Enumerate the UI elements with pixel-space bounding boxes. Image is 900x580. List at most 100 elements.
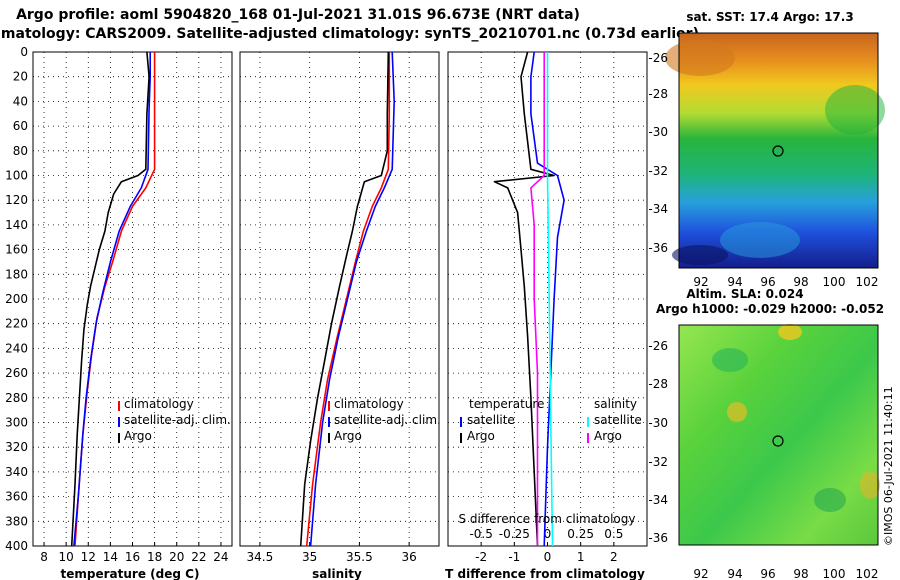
- sla-map-title: Altim. SLA: 0.024: [686, 287, 803, 301]
- s-diff-tick-label: 0.25: [567, 527, 594, 541]
- sst-green-patch: [825, 85, 885, 135]
- x-tick-label: 0: [544, 550, 552, 564]
- depth-tick-label: 0: [20, 45, 28, 59]
- x-tick-label: 8: [40, 550, 48, 564]
- depth-tick-label: 60: [13, 119, 28, 133]
- depth-tick-label: 120: [5, 193, 28, 207]
- lat-tick: -36: [648, 531, 668, 545]
- sla-map-frame: [678, 324, 879, 546]
- series-line-satellite-adj-clim-: [309, 51, 396, 547]
- sla-yellow-patch: [778, 324, 802, 340]
- lat-tick: -28: [648, 377, 668, 391]
- s-diff-tick-label: -0.25: [499, 527, 530, 541]
- sla-yellow-patch: [727, 402, 747, 422]
- figure-title-line2: Climatology: CARS2009. Satellite-adjuste…: [0, 26, 699, 42]
- lon-tick: 96: [760, 567, 775, 580]
- x-tick-label: 18: [147, 550, 162, 564]
- lon-tick: 98: [793, 567, 808, 580]
- series-line-satellite-adj-clim-: [73, 52, 151, 547]
- sst-map: [665, 32, 885, 269]
- x-tick-label: 35.5: [346, 550, 373, 564]
- lon-tick: 92: [693, 275, 708, 289]
- series-line-argo: [70, 51, 150, 547]
- lon-tick: 94: [727, 275, 742, 289]
- figure-title-line1: Argo profile: aoml 5904820_168 01-Jul-20…: [16, 7, 580, 23]
- legend-salinity-heading: salinity: [594, 397, 637, 411]
- argo-location-marker: [772, 145, 784, 157]
- lat-tick: -26: [648, 51, 668, 65]
- lat-tick: -34: [648, 202, 668, 216]
- legend-argo-label: Argo: [334, 429, 362, 443]
- depth-tick-label: 100: [5, 169, 28, 183]
- lon-tick: 92: [693, 567, 708, 580]
- x-tick-label: 2: [610, 550, 618, 564]
- s-diff-tick-label: 0: [544, 527, 552, 541]
- legend-satellite-label: satellite-adj. clim.: [124, 413, 231, 427]
- depth-tick-label: 260: [5, 366, 28, 380]
- x-tick-label: 12: [81, 550, 96, 564]
- temperature-panel: 8 10 12 14 16 18 20 22 24: [33, 51, 232, 564]
- depth-tick-label: 160: [5, 243, 28, 257]
- x-tick-label: 24: [213, 550, 228, 564]
- depth-tick-label: 240: [5, 341, 28, 355]
- lat-tick: -26: [648, 339, 668, 353]
- x-tick-label: 22: [191, 550, 206, 564]
- legend-climatology-label: climatology: [124, 397, 194, 411]
- lat-tick: -28: [648, 87, 668, 101]
- series-line-climatology: [305, 52, 391, 547]
- sst-darkblue-patch: [672, 245, 728, 265]
- legend-s-satellite-label: satellite: [594, 413, 642, 427]
- salinity-legend: climatology satellite-adj. clim. Argo: [328, 397, 441, 443]
- legend-argo-label: Argo: [124, 429, 152, 443]
- depth-tick-label: 300: [5, 416, 28, 430]
- lon-tick: 96: [760, 275, 775, 289]
- legend-t-argo-label: Argo: [467, 429, 495, 443]
- temperature-panel-frame: [32, 51, 233, 547]
- sla-lat-ticks: -26 -28 -30 -32 -34 -36: [648, 339, 668, 545]
- x-tick-label: -1: [508, 550, 520, 564]
- s-difference-axis-label: S difference from climatology: [459, 512, 636, 526]
- depth-tick-label: 20: [13, 70, 28, 84]
- depth-tick-label: 360: [5, 490, 28, 504]
- series-line-salinity-satellite: [546, 52, 554, 547]
- lat-tick: -34: [648, 493, 668, 507]
- legend-climatology-label: climatology: [334, 397, 404, 411]
- argo-location-marker: [772, 435, 784, 447]
- series-line-argo: [299, 51, 390, 547]
- difference-legend: temperature satellite Argo salinity sate…: [460, 397, 642, 443]
- x-tick-label: 20: [169, 550, 184, 564]
- sst-map-frame: [678, 32, 879, 269]
- lat-tick: -30: [648, 416, 668, 430]
- sla-yellow-patch: [860, 471, 880, 499]
- lon-tick: 100: [823, 567, 846, 580]
- x-tick-label: 10: [59, 550, 74, 564]
- legend-t-satellite-label: satellite: [467, 413, 515, 427]
- sla-lon-ticks: 92 94 96 98 100 102: [693, 567, 878, 580]
- salinity-xlabel: salinity: [312, 567, 362, 580]
- s-diff-tick-label: -0.5: [469, 527, 492, 541]
- series-line-salinity-argo: [530, 52, 546, 546]
- lat-tick: -30: [648, 125, 668, 139]
- t-difference-xlabel: T difference from climatology: [445, 567, 645, 580]
- x-tick-label: 35: [302, 550, 317, 564]
- temperature-legend: climatology satellite-adj. clim. Argo: [118, 397, 231, 443]
- sla-map: [678, 324, 880, 546]
- salinity-panel: 34.5 35 35.5 36: [240, 51, 439, 564]
- sst-lon-ticks: 92 94 96 98 100 102: [693, 275, 878, 289]
- x-tick-label: -2: [475, 550, 487, 564]
- lon-tick: 94: [727, 567, 742, 580]
- s-diff-tick-label: 0.5: [604, 527, 623, 541]
- lat-tick: -36: [648, 241, 668, 255]
- depth-tick-label: 180: [5, 267, 28, 281]
- depth-axis: 0 20 40 60 80 100 120 140 160 180 200 220 240 260 280 3…: [5, 45, 28, 553]
- legend-temperature-heading: temperature: [469, 397, 544, 411]
- x-tick-label: 14: [103, 550, 118, 564]
- x-tick-label: 16: [125, 550, 140, 564]
- depth-tick-label: 200: [5, 292, 28, 306]
- x-tick-label: 36: [402, 550, 417, 564]
- temperature-xlabel: temperature (deg C): [61, 567, 200, 580]
- lat-tick: -32: [648, 164, 668, 178]
- imos-timestamp: ©IMOS 06-Jul-2021 11:40:11: [882, 386, 895, 546]
- x-tick-label: 34.5: [247, 550, 274, 564]
